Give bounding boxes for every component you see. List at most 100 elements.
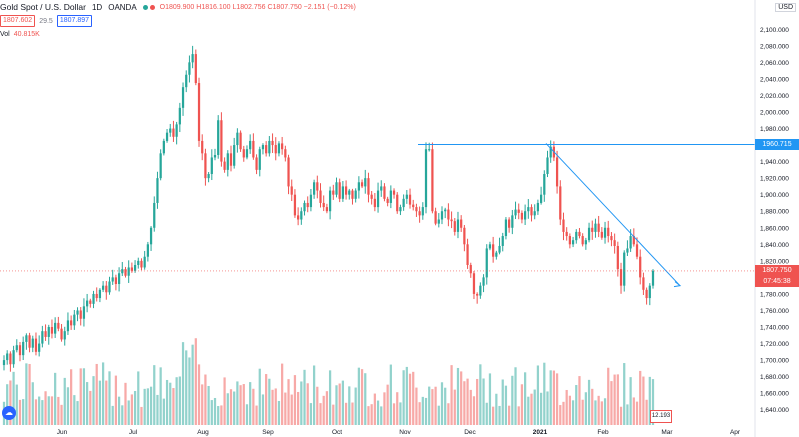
candle-body bbox=[207, 174, 210, 179]
volume-bar bbox=[450, 365, 453, 425]
time-tick-label: Dec bbox=[464, 429, 476, 436]
volume-bar bbox=[508, 405, 511, 425]
volume-bar bbox=[469, 389, 472, 425]
drawings[interactable] bbox=[0, 143, 755, 288]
candle-body bbox=[616, 245, 619, 270]
volume-bar bbox=[258, 368, 261, 425]
candle-body bbox=[354, 190, 357, 199]
volume-bar bbox=[79, 368, 82, 425]
volume-bar bbox=[389, 364, 392, 425]
volume-bar bbox=[591, 388, 594, 425]
currency-label[interactable]: USD bbox=[775, 3, 796, 12]
volume-bar bbox=[594, 400, 597, 425]
volume-bar bbox=[25, 363, 28, 425]
volume-bar bbox=[476, 378, 479, 425]
candle-body bbox=[175, 124, 178, 137]
candle-body bbox=[600, 231, 603, 238]
candle-body bbox=[463, 227, 466, 245]
time-tick-label: Jul bbox=[129, 429, 138, 436]
candle-body bbox=[485, 248, 488, 278]
volume-bar bbox=[399, 402, 402, 425]
candle-body bbox=[73, 314, 76, 326]
volume-bar bbox=[268, 378, 271, 425]
candle-body bbox=[498, 245, 501, 253]
trend-arrow-icon bbox=[673, 281, 682, 288]
volume-bar bbox=[325, 391, 329, 425]
candle-body bbox=[373, 198, 376, 208]
candle-body bbox=[185, 74, 188, 88]
candle-body bbox=[18, 345, 22, 356]
price-tick-label: 2,020.000 bbox=[760, 93, 789, 100]
candle-body bbox=[568, 236, 571, 245]
volume-bar bbox=[511, 375, 514, 425]
candle-body bbox=[2, 360, 6, 366]
volume-bar bbox=[434, 386, 437, 425]
price-tick-label: 1,700.000 bbox=[760, 358, 789, 365]
volume-bar bbox=[578, 376, 581, 425]
candle-body bbox=[575, 231, 578, 241]
candle-body bbox=[242, 149, 245, 158]
candle-body bbox=[159, 153, 162, 179]
candle-body bbox=[217, 120, 220, 155]
volume-bar bbox=[66, 387, 70, 425]
volume-bar bbox=[137, 371, 140, 425]
volume-bar bbox=[402, 370, 405, 425]
time-tick-label: Oct bbox=[332, 429, 342, 436]
tradingview-logo-icon[interactable]: ☁ bbox=[2, 406, 16, 420]
candle-body bbox=[555, 157, 559, 187]
volume-bar bbox=[86, 382, 89, 425]
spread-value: 29.5 bbox=[39, 17, 53, 25]
volume-bar bbox=[277, 400, 281, 425]
candle-body bbox=[117, 273, 121, 285]
candle-body bbox=[70, 320, 73, 326]
volume-bar bbox=[444, 387, 447, 425]
volume-bar bbox=[31, 382, 34, 425]
candle-body bbox=[319, 190, 322, 203]
candle-body bbox=[632, 236, 635, 245]
volume-bar bbox=[383, 392, 386, 425]
candle-body bbox=[303, 202, 306, 212]
volume-bar bbox=[546, 391, 549, 425]
volume-bar bbox=[514, 367, 517, 425]
candle-body bbox=[28, 335, 31, 348]
volume-bar bbox=[479, 364, 482, 425]
volume-bar bbox=[463, 381, 466, 425]
volume-bar bbox=[338, 383, 341, 425]
volume-bar bbox=[530, 393, 533, 425]
volume-bar bbox=[34, 399, 38, 425]
price-tick-label: 1,880.000 bbox=[760, 209, 789, 216]
volume-bar bbox=[600, 401, 603, 425]
candle-body bbox=[210, 157, 213, 175]
volume-bar bbox=[581, 399, 584, 425]
volume-bar bbox=[549, 370, 552, 425]
time-tick-label: Feb bbox=[597, 429, 609, 436]
candle-body bbox=[594, 223, 597, 232]
candle-body bbox=[418, 211, 421, 216]
volume-bar bbox=[351, 402, 354, 425]
volume-bars bbox=[2, 338, 655, 425]
volume-bar bbox=[348, 386, 351, 425]
volume-bar bbox=[220, 405, 223, 425]
candle-body bbox=[367, 178, 370, 195]
price-axis: 2,100.000 2,080.000 2,060.000 2,040.000 2,02… bbox=[754, 0, 799, 437]
candle-body bbox=[514, 209, 517, 216]
symbol-header[interactable]: Gold Spot / U.S. Dollar 1D OANDA O1809.9… bbox=[0, 0, 356, 14]
candle-body bbox=[642, 277, 645, 290]
volume-bar bbox=[616, 374, 619, 425]
candle-body bbox=[357, 182, 360, 191]
buy-button[interactable]: 1807.897 bbox=[56, 15, 93, 27]
candle-body bbox=[396, 194, 399, 212]
volume-legend[interactable]: Vol 40.815K bbox=[0, 31, 40, 38]
candle-body bbox=[34, 338, 38, 352]
candle-body bbox=[440, 211, 444, 220]
trend-line bbox=[545, 143, 681, 287]
volume-bar bbox=[629, 377, 632, 425]
volume-bar bbox=[648, 376, 651, 425]
candle-body bbox=[316, 182, 319, 191]
volume-bar bbox=[568, 395, 571, 425]
candle-body bbox=[629, 236, 632, 249]
candle-body bbox=[591, 227, 594, 232]
volume-bar bbox=[92, 376, 95, 425]
sell-button[interactable]: 1807.602 bbox=[0, 15, 36, 27]
